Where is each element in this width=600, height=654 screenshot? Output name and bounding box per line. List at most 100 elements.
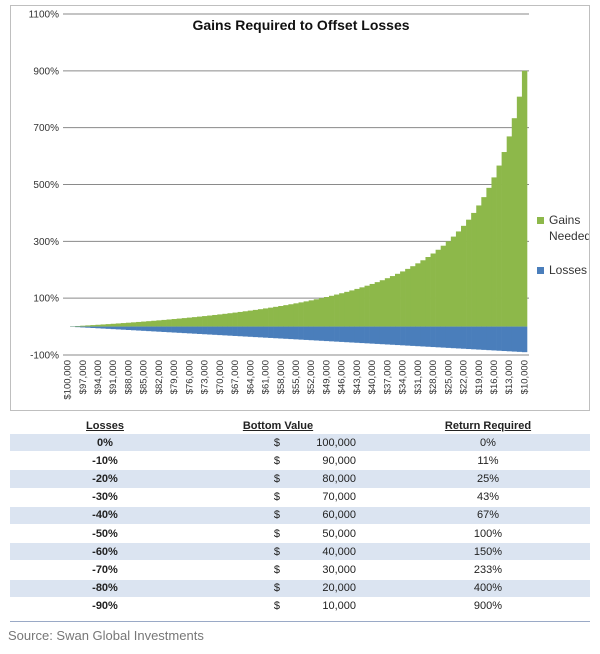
x-tick-label: $43,000: [352, 360, 363, 394]
losses-bar: [171, 326, 177, 333]
y-tick-label: 1100%: [29, 10, 60, 21]
gains-bar: [410, 266, 416, 327]
return-required-cell: 233%: [473, 563, 503, 576]
loss-cell: -50%: [92, 527, 118, 540]
gains-bar: [186, 317, 193, 327]
losses-bar: [476, 326, 482, 350]
loss-cell: -80%: [10, 579, 200, 598]
losses-bar: [227, 326, 233, 336]
x-tick-label: $16,000: [489, 360, 500, 394]
losses-bar: [212, 326, 218, 335]
losses-bar: [491, 326, 497, 351]
x-tick-label: $52,000: [306, 360, 317, 394]
loss-cell: -90%: [92, 600, 118, 613]
gains-bar: [125, 322, 132, 327]
losses-bar: [323, 326, 330, 342]
gains-bar: [146, 321, 152, 327]
currency-symbol-cell: $: [273, 491, 280, 504]
gains-bar: [222, 313, 228, 327]
gains-bar: [105, 324, 111, 327]
losses-bar: [516, 326, 523, 352]
gains-bar: [420, 260, 426, 327]
losses-bar: [232, 326, 238, 336]
losses-bar: [374, 326, 381, 344]
bottom-value-cell: 80,000: [284, 469, 356, 489]
x-tick-label: $28,000: [428, 360, 439, 394]
losses-bar: [181, 326, 188, 334]
currency-symbol-cell: $: [273, 527, 280, 540]
losses-bar: [339, 326, 345, 342]
losses-bar: [349, 326, 355, 343]
losses-bar: [120, 326, 127, 330]
x-tick-label: $58,000: [276, 360, 287, 394]
table-row: -50% $50,000 100%: [10, 524, 590, 543]
losses-bar: [105, 326, 111, 329]
loss-cell: -30%: [92, 491, 118, 504]
gains-bar: [415, 263, 421, 327]
bottom-value-cell: 70,000: [322, 491, 356, 504]
bottom-value-cell: 100,000: [284, 434, 356, 452]
currency-symbol-cell: $: [200, 469, 284, 489]
gains-bar: [313, 299, 320, 327]
currency-symbol-cell: $: [200, 506, 284, 525]
legend-label-losses: Losses: [549, 263, 587, 277]
losses-bar: [191, 326, 198, 334]
x-tick-label: $91,000: [108, 360, 119, 394]
losses-bar: [156, 326, 162, 332]
currency-symbol-cell: $: [273, 563, 280, 576]
loss-cell: -40%: [10, 506, 200, 525]
losses-bar: [308, 326, 315, 341]
losses-bar: [237, 326, 243, 337]
x-tick-label: $94,000: [93, 360, 104, 394]
gains-bar: [369, 283, 375, 327]
losses-bar: [146, 326, 152, 332]
gains-bar: [141, 321, 147, 327]
losses-bar: [359, 326, 365, 344]
losses-bar: [263, 326, 269, 338]
gains-bar: [120, 323, 127, 327]
losses-bar: [217, 326, 223, 336]
losses-bar: [115, 326, 122, 330]
bottom-value-cell: 60,000: [284, 506, 356, 525]
x-tick-label: $31,000: [413, 360, 424, 394]
spacer-cell: [356, 469, 386, 489]
gains-bar: [359, 287, 365, 327]
gains-bar: [303, 301, 309, 327]
header-spacer: [356, 417, 386, 434]
gains-bar: [405, 268, 411, 327]
gains-bar: [379, 280, 386, 327]
table-row: -40% $60,000 67%: [10, 506, 590, 525]
x-tick-label: $73,000: [200, 360, 211, 394]
gains-bar: [400, 271, 406, 327]
x-tick-label: $82,000: [154, 360, 165, 394]
losses-bar: [501, 326, 507, 352]
gains-bar: [176, 318, 183, 327]
losses-bar: [278, 326, 284, 339]
y-tick-label: 700%: [33, 123, 59, 134]
losses-bar: [161, 326, 167, 332]
losses-bar: [242, 326, 249, 337]
gains-bar: [100, 324, 106, 327]
spacer-cell: [356, 488, 386, 506]
bottom-value-cell: 50,000: [322, 527, 356, 540]
spacer-cell: [356, 561, 386, 579]
bottom-value-cell: 20,000: [284, 579, 356, 598]
losses-bar: [293, 326, 299, 340]
losses-bar: [400, 326, 406, 346]
losses-bar: [379, 326, 386, 345]
gains-bar: [486, 187, 492, 327]
gains-bar: [374, 282, 381, 327]
losses-bar: [511, 326, 518, 352]
gains-bar: [318, 298, 325, 327]
losses-bar: [202, 326, 208, 335]
gains-bar: [151, 320, 157, 327]
gains-bar: [364, 285, 370, 327]
losses-bar: [141, 326, 147, 331]
return-required-cell: 25%: [386, 469, 590, 489]
gains-bar: [75, 326, 81, 327]
gains-bar: [461, 225, 467, 327]
source-note: Source: Swan Global Investments: [8, 628, 204, 643]
losses-bar: [95, 326, 101, 329]
losses-bar: [384, 326, 391, 345]
table-row: -90% $10,000 900%: [10, 597, 590, 616]
